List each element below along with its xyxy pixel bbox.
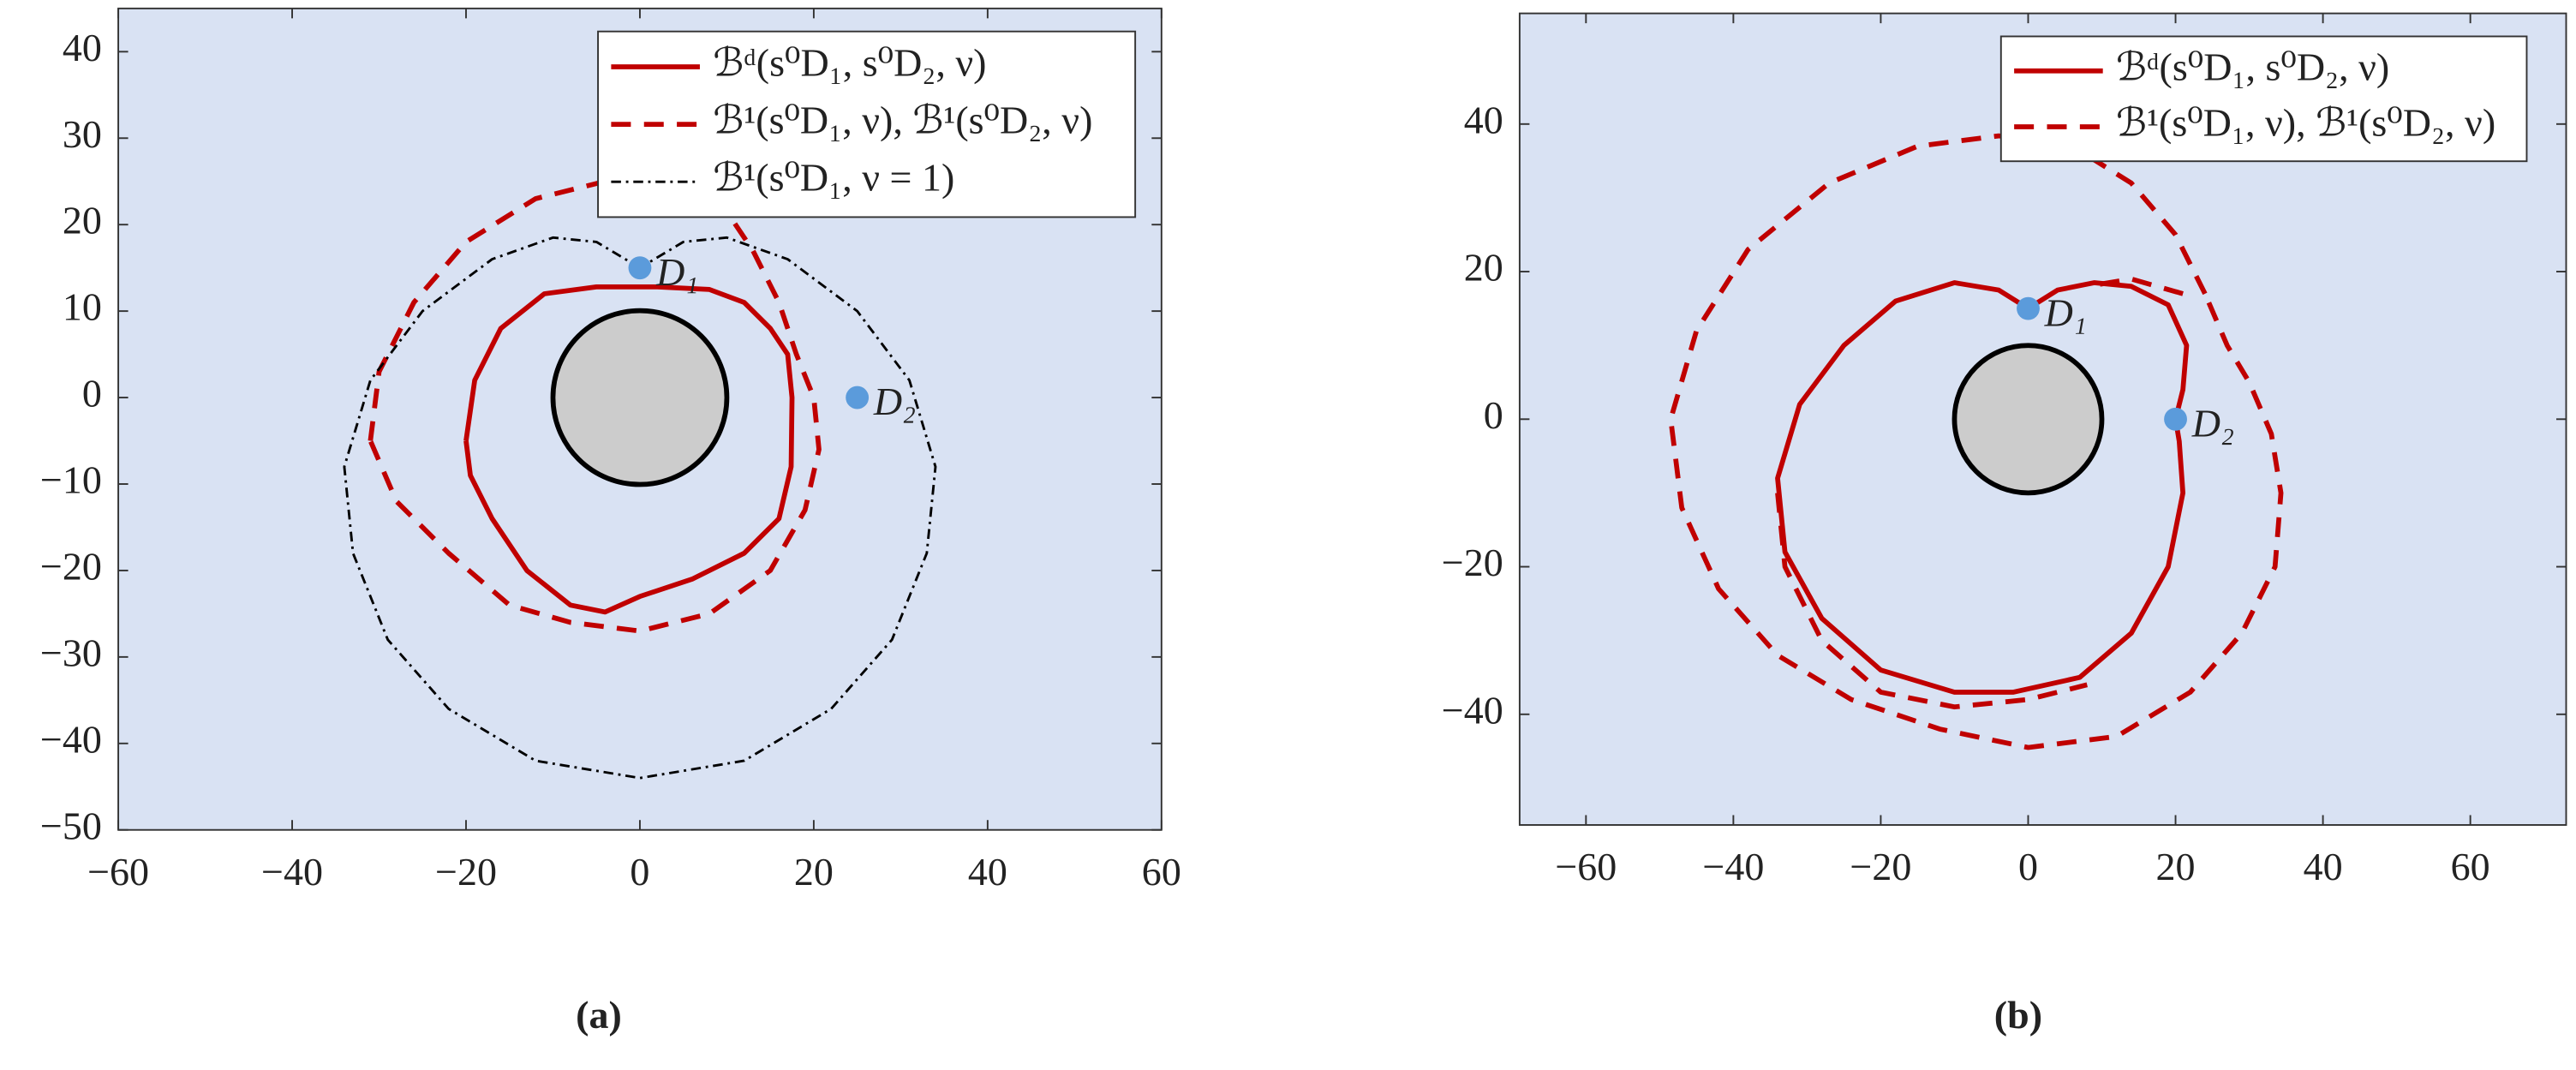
point <box>2017 296 2040 320</box>
obstacle <box>1951 343 2105 496</box>
x-tick-label: −60 <box>87 850 149 894</box>
y-tick-label: 20 <box>1464 246 1503 290</box>
legend-label: ℬ¹(s⁰D₁, ν), ℬ¹(s⁰D₂, ν) <box>713 99 1092 142</box>
point <box>628 256 652 280</box>
x-tick-label: −40 <box>261 850 323 894</box>
x-tick-label: 40 <box>968 850 1007 894</box>
legend-box <box>1999 35 2528 163</box>
x-tick-label: 40 <box>2304 845 2343 888</box>
y-tick-label: 20 <box>63 199 102 242</box>
y-tick-label: −40 <box>1442 688 1503 732</box>
x-tick-label: 60 <box>2451 845 2490 888</box>
legend-label: ℬᵈ(s⁰D₁, s⁰D₂, ν) <box>2116 45 2389 88</box>
series-line <box>1668 133 2284 750</box>
y-tick-label: −50 <box>40 804 102 847</box>
axes-frame <box>117 7 1162 831</box>
plot-area <box>343 178 937 780</box>
y-tick-label: −40 <box>40 717 102 761</box>
axes-frame <box>1518 12 2567 826</box>
y-tick-label: 40 <box>1464 98 1503 141</box>
point <box>2164 407 2187 431</box>
x-tick-label: 20 <box>794 850 834 894</box>
y-tick-label: −20 <box>1442 541 1503 584</box>
y-tick-label: −10 <box>40 458 102 502</box>
y-tick-label: 30 <box>63 112 102 156</box>
legend-label: ℬ¹(s⁰D₁, ν = 1) <box>713 156 954 200</box>
panel-label: (b) <box>1994 993 2042 1037</box>
y-tick-label: 0 <box>1484 393 1503 437</box>
series-line <box>368 178 822 634</box>
point <box>846 386 870 409</box>
y-tick-label: −20 <box>40 544 102 588</box>
legend-label: ℬ¹(s⁰D₁, ν), ℬ¹(s⁰D₂, ν) <box>2116 101 2495 145</box>
y-tick-label: −30 <box>40 631 102 674</box>
point-label: D₂ <box>2191 401 2234 445</box>
y-tick-label: 40 <box>63 26 102 69</box>
x-tick-label: −40 <box>1702 845 1764 888</box>
point-label: D₁ <box>2044 290 2087 334</box>
legend-label: ℬᵈ(s⁰D₁, s⁰D₂, ν) <box>713 41 986 85</box>
obstacle <box>550 308 730 487</box>
plot-area <box>1668 133 2284 750</box>
series-line <box>343 236 937 780</box>
x-tick-label: −20 <box>1850 845 1911 888</box>
x-tick-label: 60 <box>1142 850 1181 894</box>
point-label: D₁ <box>655 250 698 294</box>
x-tick-label: 20 <box>2156 845 2196 888</box>
x-tick-label: −20 <box>435 850 497 894</box>
series-line <box>463 284 795 615</box>
series-line <box>1775 280 2190 695</box>
x-tick-label: 0 <box>2018 845 2038 888</box>
y-tick-label: 0 <box>82 372 102 415</box>
panel-label: (a) <box>576 993 622 1037</box>
y-tick-label: 10 <box>63 285 102 329</box>
x-tick-label: 0 <box>630 850 649 894</box>
x-tick-label: −60 <box>1555 845 1617 888</box>
point-label: D₂ <box>873 380 916 423</box>
